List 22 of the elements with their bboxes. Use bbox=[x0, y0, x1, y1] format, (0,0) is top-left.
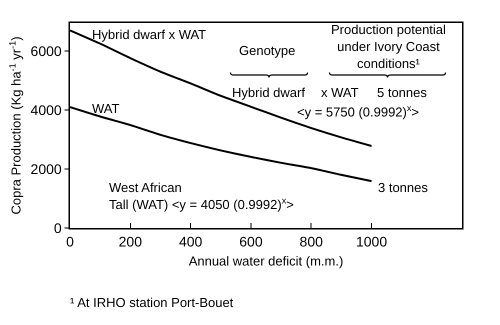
annotation: Production potential under Ivory Coast conditions¹ bbox=[331, 22, 446, 71]
annotation: Genotype bbox=[239, 43, 296, 58]
x-tick-label: 600 bbox=[239, 233, 263, 250]
x-axis-title: Annual water deficit (m.m.) bbox=[188, 254, 344, 269]
annotation: x WAT bbox=[321, 85, 359, 100]
x-tick-label: 200 bbox=[118, 233, 142, 250]
x-tick-label: 1000 bbox=[356, 233, 388, 250]
annotation: <y = 5750 (0.9992)$^{x}$> bbox=[297, 103, 419, 120]
series-label: WAT bbox=[92, 101, 120, 116]
y-tick-label: 4000 bbox=[30, 102, 62, 118]
x-tick-label: 800 bbox=[300, 233, 324, 250]
x-tick-label: 400 bbox=[178, 233, 203, 250]
y-tick-label: 6000 bbox=[30, 42, 62, 59]
text: ¹ At IRHO station Port-Bouet bbox=[70, 295, 234, 310]
annotation: 3 tonnes bbox=[378, 180, 428, 195]
annotation: 5 tonnes bbox=[377, 85, 428, 100]
y-tick-label: 2000 bbox=[30, 160, 62, 177]
annotation: Hybrid dwarf bbox=[232, 85, 306, 100]
annotation: West African Tall (WAT) <y = 4050 (0.9992)$^{x}$> bbox=[109, 180, 294, 212]
x-tick-label: 0 bbox=[66, 233, 74, 250]
series-label: Hybrid dwarf x WAT bbox=[92, 27, 206, 42]
y-tick-label: 0 bbox=[54, 220, 62, 236]
